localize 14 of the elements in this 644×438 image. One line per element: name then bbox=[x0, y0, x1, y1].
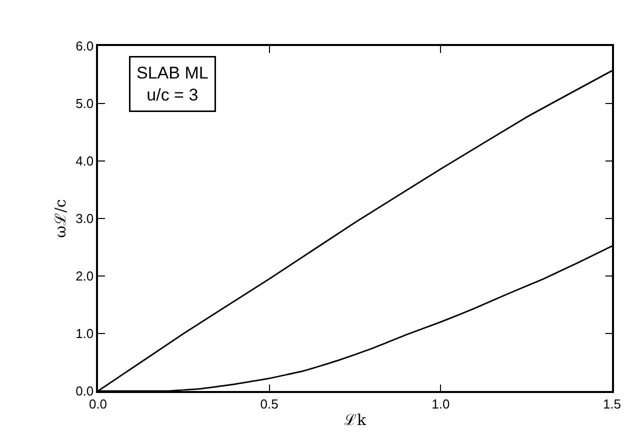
y-tick-label: 1.0 bbox=[76, 326, 94, 342]
y-tick-label: 2.0 bbox=[76, 268, 94, 284]
x-tick-label: 1.0 bbox=[432, 396, 450, 412]
y-axis-title: ωℒ/c bbox=[51, 199, 70, 238]
x-tick-label: 1.5 bbox=[602, 396, 622, 412]
y-tick-label: 5.0 bbox=[76, 96, 94, 112]
x-axis-title: ℒk bbox=[344, 410, 367, 429]
annotation: SLAB ML u/c = 3 bbox=[136, 64, 208, 105]
x-tick-label: 0.5 bbox=[260, 396, 278, 412]
y-tick-label: 0.0 bbox=[76, 384, 94, 399]
y-tick-label: 6.0 bbox=[76, 38, 94, 54]
y-tick-label: 4.0 bbox=[76, 154, 94, 169]
y-tick-label: 3.0 bbox=[76, 211, 94, 226]
x-tick-label: 0.0 bbox=[88, 396, 108, 412]
